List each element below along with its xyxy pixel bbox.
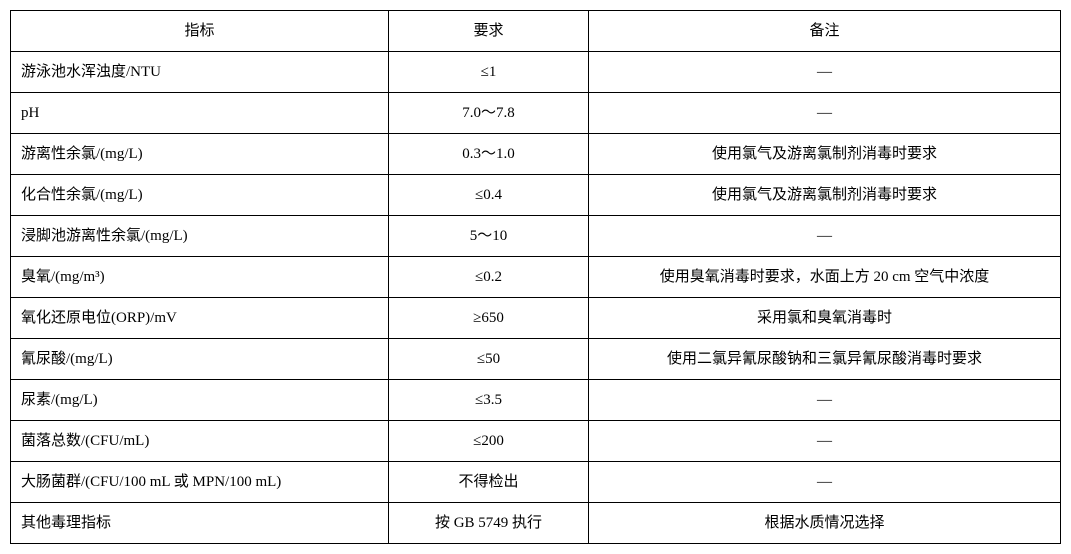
cell-requirement: ≤0.4 — [389, 175, 589, 216]
cell-requirement: 按 GB 5749 执行 — [389, 503, 589, 544]
cell-remark: 根据水质情况选择 — [589, 503, 1061, 544]
cell-remark: — — [589, 462, 1061, 503]
cell-requirement: ≤1 — [389, 52, 589, 93]
cell-indicator: 化合性余氯/(mg/L) — [11, 175, 389, 216]
cell-requirement: ≤200 — [389, 421, 589, 462]
cell-requirement: ≤50 — [389, 339, 589, 380]
cell-remark: — — [589, 380, 1061, 421]
col-header-indicator: 指标 — [11, 11, 389, 52]
cell-requirement: 5～10 — [389, 216, 589, 257]
cell-remark: — — [589, 216, 1061, 257]
cell-requirement: 不得检出 — [389, 462, 589, 503]
cell-indicator: 臭氧/(mg/m³) — [11, 257, 389, 298]
cell-remark: — — [589, 93, 1061, 134]
cell-indicator: 浸脚池游离性余氯/(mg/L) — [11, 216, 389, 257]
col-header-remark: 备注 — [589, 11, 1061, 52]
table-row: 化合性余氯/(mg/L) ≤0.4 使用氯气及游离氯制剂消毒时要求 — [11, 175, 1061, 216]
table-row: pH 7.0～7.8 — — [11, 93, 1061, 134]
cell-remark: 使用氯气及游离氯制剂消毒时要求 — [589, 134, 1061, 175]
cell-indicator: 氧化还原电位(ORP)/mV — [11, 298, 389, 339]
table-row: 游离性余氯/(mg/L) 0.3～1.0 使用氯气及游离氯制剂消毒时要求 — [11, 134, 1061, 175]
table-row: 臭氧/(mg/m³) ≤0.2 使用臭氧消毒时要求，水面上方 20 cm 空气中… — [11, 257, 1061, 298]
cell-remark: — — [589, 52, 1061, 93]
cell-indicator: 氰尿酸/(mg/L) — [11, 339, 389, 380]
cell-requirement: 0.3～1.0 — [389, 134, 589, 175]
table-row: 氧化还原电位(ORP)/mV ≥650 采用氯和臭氧消毒时 — [11, 298, 1061, 339]
cell-remark: 使用二氯异氰尿酸钠和三氯异氰尿酸消毒时要求 — [589, 339, 1061, 380]
table-row: 菌落总数/(CFU/mL) ≤200 — — [11, 421, 1061, 462]
table-header-row: 指标 要求 备注 — [11, 11, 1061, 52]
cell-remark: 采用氯和臭氧消毒时 — [589, 298, 1061, 339]
cell-requirement: ≥650 — [389, 298, 589, 339]
water-quality-table: 指标 要求 备注 游泳池水浑浊度/NTU ≤1 — pH 7.0～7.8 — 游… — [10, 10, 1061, 544]
cell-indicator: 菌落总数/(CFU/mL) — [11, 421, 389, 462]
table-row: 浸脚池游离性余氯/(mg/L) 5～10 — — [11, 216, 1061, 257]
table-row: 大肠菌群/(CFU/100 mL 或 MPN/100 mL) 不得检出 — — [11, 462, 1061, 503]
col-header-requirement: 要求 — [389, 11, 589, 52]
cell-requirement: ≤3.5 — [389, 380, 589, 421]
cell-remark: 使用臭氧消毒时要求，水面上方 20 cm 空气中浓度 — [589, 257, 1061, 298]
cell-requirement: 7.0～7.8 — [389, 93, 589, 134]
table-row: 游泳池水浑浊度/NTU ≤1 — — [11, 52, 1061, 93]
table-row: 氰尿酸/(mg/L) ≤50 使用二氯异氰尿酸钠和三氯异氰尿酸消毒时要求 — [11, 339, 1061, 380]
cell-indicator: 大肠菌群/(CFU/100 mL 或 MPN/100 mL) — [11, 462, 389, 503]
cell-indicator: 其他毒理指标 — [11, 503, 389, 544]
cell-requirement: ≤0.2 — [389, 257, 589, 298]
table-row: 其他毒理指标 按 GB 5749 执行 根据水质情况选择 — [11, 503, 1061, 544]
table-row: 尿素/(mg/L) ≤3.5 — — [11, 380, 1061, 421]
cell-indicator: 游泳池水浑浊度/NTU — [11, 52, 389, 93]
cell-remark: 使用氯气及游离氯制剂消毒时要求 — [589, 175, 1061, 216]
cell-remark: — — [589, 421, 1061, 462]
cell-indicator: 尿素/(mg/L) — [11, 380, 389, 421]
cell-indicator: pH — [11, 93, 389, 134]
cell-indicator: 游离性余氯/(mg/L) — [11, 134, 389, 175]
